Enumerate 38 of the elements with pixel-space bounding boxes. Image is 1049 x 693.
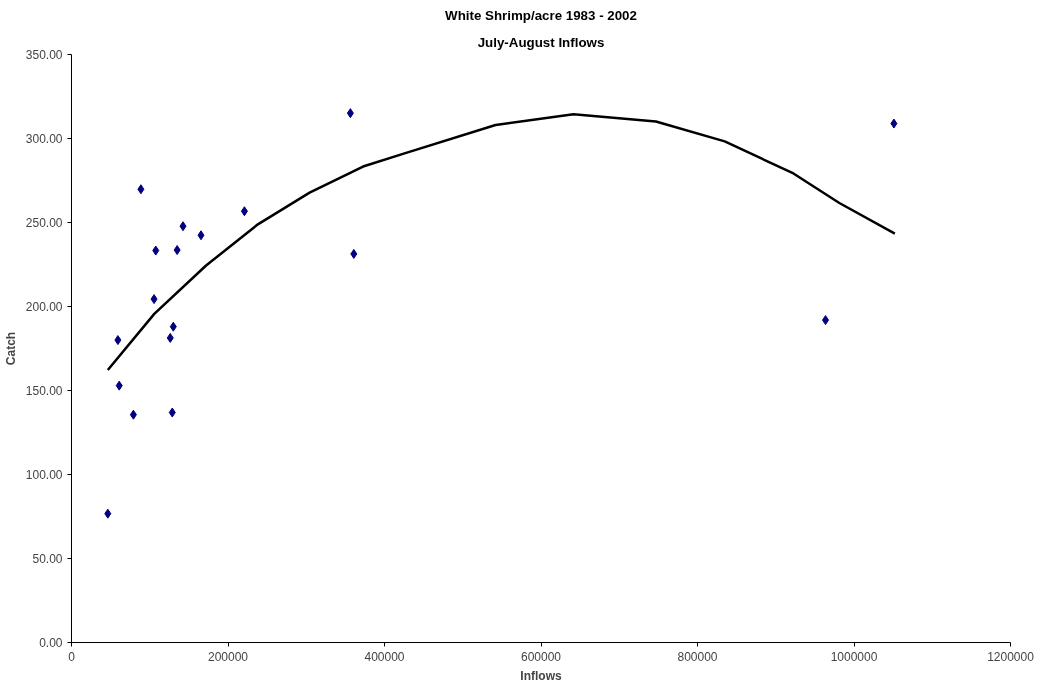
point [137,184,145,195]
point [114,335,122,346]
point [152,245,160,256]
x-tick-label: 800000 [677,649,718,664]
x-tick-label: 1200000 [987,649,1035,664]
x-tick-label: 200000 [207,649,249,664]
y-tick-label: 0.00 [39,636,63,650]
y-tick-label: 300.00 [25,132,63,146]
point [346,108,354,119]
y-tick-label: 150.00 [25,384,63,398]
point [822,315,830,326]
point [179,221,187,232]
line-series [106,112,897,372]
point [115,380,123,391]
y-tick-label: 350.00 [25,48,63,62]
point [168,407,176,418]
point [240,206,248,217]
y-tick-label: 50.00 [32,552,63,566]
x-tick-label: 400000 [364,649,405,664]
y-tick-label: 100.00 [25,468,63,482]
x-tick-label: 1000000 [830,649,878,664]
point [129,409,137,420]
y-axis-title: Catch [3,331,18,366]
point [890,118,898,129]
x-axis-title: Inflows [520,668,562,683]
point [150,294,158,305]
y-tick-label: 200.00 [25,300,63,314]
y-tick-label: 250.00 [25,216,63,230]
point [350,248,358,259]
point [173,245,181,256]
chart-title: White Shrimp/acre 1983 - 2002 [445,7,637,23]
chart-subtitle: July-August Inflows [477,34,605,50]
point [104,508,112,519]
point [169,321,177,332]
x-tick-label: 600000 [520,649,562,664]
x-tick-label: 0 [68,649,76,664]
point [197,230,205,241]
point [166,332,174,343]
